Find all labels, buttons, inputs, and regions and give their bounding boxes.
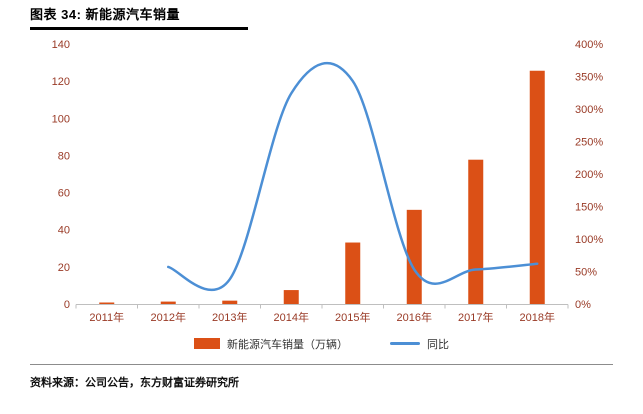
figure-header: 图表 34: 新能源汽车销量 bbox=[30, 7, 613, 30]
sales-bar bbox=[345, 242, 361, 304]
x-axis-label: 2013年 bbox=[212, 310, 247, 324]
right-axis-label: 250% bbox=[575, 136, 603, 148]
title-underline-rule bbox=[30, 27, 248, 30]
left-axis-label: 60 bbox=[58, 187, 70, 199]
right-axis-label: 100% bbox=[575, 234, 603, 246]
x-axis-label: 2018年 bbox=[520, 310, 555, 324]
legend-item-sales: 新能源汽车销量（万辆） bbox=[194, 336, 348, 352]
sales-bar bbox=[283, 289, 299, 304]
x-axis-label: 2016年 bbox=[397, 310, 432, 324]
legend-label-yoy: 同比 bbox=[427, 338, 449, 351]
right-axis-label: 300% bbox=[575, 104, 603, 116]
right-axis-label: 50% bbox=[575, 266, 597, 278]
chart-area: 0 20 40 60 80 100 120 140 0% 50% 100% 150% 200% 250% 3… bbox=[30, 37, 613, 332]
left-axis-label: 80 bbox=[58, 150, 70, 162]
footer-divider-rule bbox=[30, 363, 613, 365]
chart-legend: 新能源汽车销量（万辆） 同比 bbox=[30, 336, 613, 352]
legend-item-yoy: 同比 bbox=[390, 336, 449, 352]
right-axis-label: 200% bbox=[575, 169, 603, 181]
figure-footer: 资料来源：公司公告，东方财富证券研究所 bbox=[30, 363, 613, 390]
sales-bar bbox=[468, 159, 484, 304]
x-axis-label: 2012年 bbox=[151, 310, 186, 324]
x-axis-label: 2011年 bbox=[89, 310, 124, 324]
line-series-swatch bbox=[390, 342, 420, 345]
x-axis-label: 2017年 bbox=[458, 310, 493, 324]
x-axis-label: 2014年 bbox=[274, 310, 309, 324]
legend-label-sales: 新能源汽车销量（万辆） bbox=[227, 338, 348, 351]
combo-chart-canvas: 0 20 40 60 80 100 120 140 0% 50% 100% 150% 200% 250% 3… bbox=[52, 39, 604, 324]
yoy-line bbox=[167, 61, 539, 291]
source-note: 资料来源：公司公告，东方财富证券研究所 bbox=[30, 376, 239, 389]
sales-bar bbox=[99, 302, 115, 304]
sales-bar bbox=[406, 209, 422, 304]
left-axis-label: 140 bbox=[52, 39, 70, 51]
x-axis-label: 2015年 bbox=[335, 310, 370, 324]
left-axis-label: 100 bbox=[52, 113, 70, 125]
sales-bar bbox=[160, 301, 176, 304]
right-axis-label: 150% bbox=[575, 201, 603, 213]
left-axis-label: 120 bbox=[52, 76, 70, 88]
figure-title: 图表 34: 新能源汽车销量 bbox=[30, 7, 181, 22]
left-axis-label: 0 bbox=[64, 299, 70, 311]
left-axis-label: 40 bbox=[58, 224, 70, 236]
left-axis-label: 20 bbox=[58, 261, 70, 273]
bar-series-swatch bbox=[194, 338, 220, 349]
right-axis-label: 400% bbox=[575, 39, 603, 51]
right-axis-label: 350% bbox=[575, 71, 603, 83]
sales-bar bbox=[529, 70, 545, 304]
sales-bar bbox=[222, 300, 238, 304]
right-axis-label: 0% bbox=[575, 299, 591, 311]
